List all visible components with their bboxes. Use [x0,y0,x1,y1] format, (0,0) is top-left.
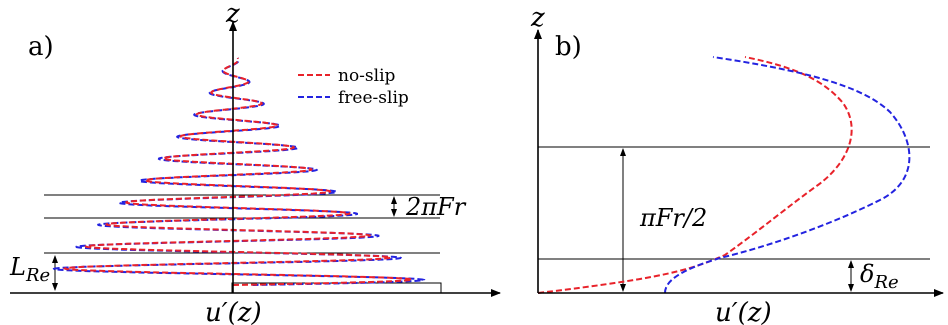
panel-b-guide-lines [538,146,930,260]
boundary-layer-label-main: L [9,253,26,281]
panel-b: b) πFr/2 δRe z u′(z) [530,3,944,325]
panel-b-label: b) [555,32,582,62]
legend-free-slip-label: free-slip [338,88,409,108]
panel-a: a) 2πFr LRe z u′(z) no-slip free-slip [9,0,501,325]
legend-no-slip-label: no-slip [338,66,396,86]
panel-a-u-label: u′(z) [205,298,262,325]
no-slip-profile-b [537,56,853,294]
wavelength-label: 2πFr [405,193,467,221]
panel-a-legend: no-slip free-slip [298,66,409,108]
panel-b-u-label: u′(z) [715,298,772,325]
half-wavelength-label: πFr/2 [639,204,707,232]
no-slip-profile-a [62,57,415,286]
boundary-layer-label-sub: Re [25,265,50,286]
free-slip-profile-b [664,56,911,294]
delta-label: δRe [860,260,899,293]
panel-a-z-label: z [225,0,240,29]
panel-a-label: a) [28,32,54,62]
boundary-layer-label: LRe [9,253,50,286]
delta-label-main: δ [860,260,874,288]
panel-b-z-label: z [530,3,545,33]
delta-label-sub: Re [873,272,898,293]
